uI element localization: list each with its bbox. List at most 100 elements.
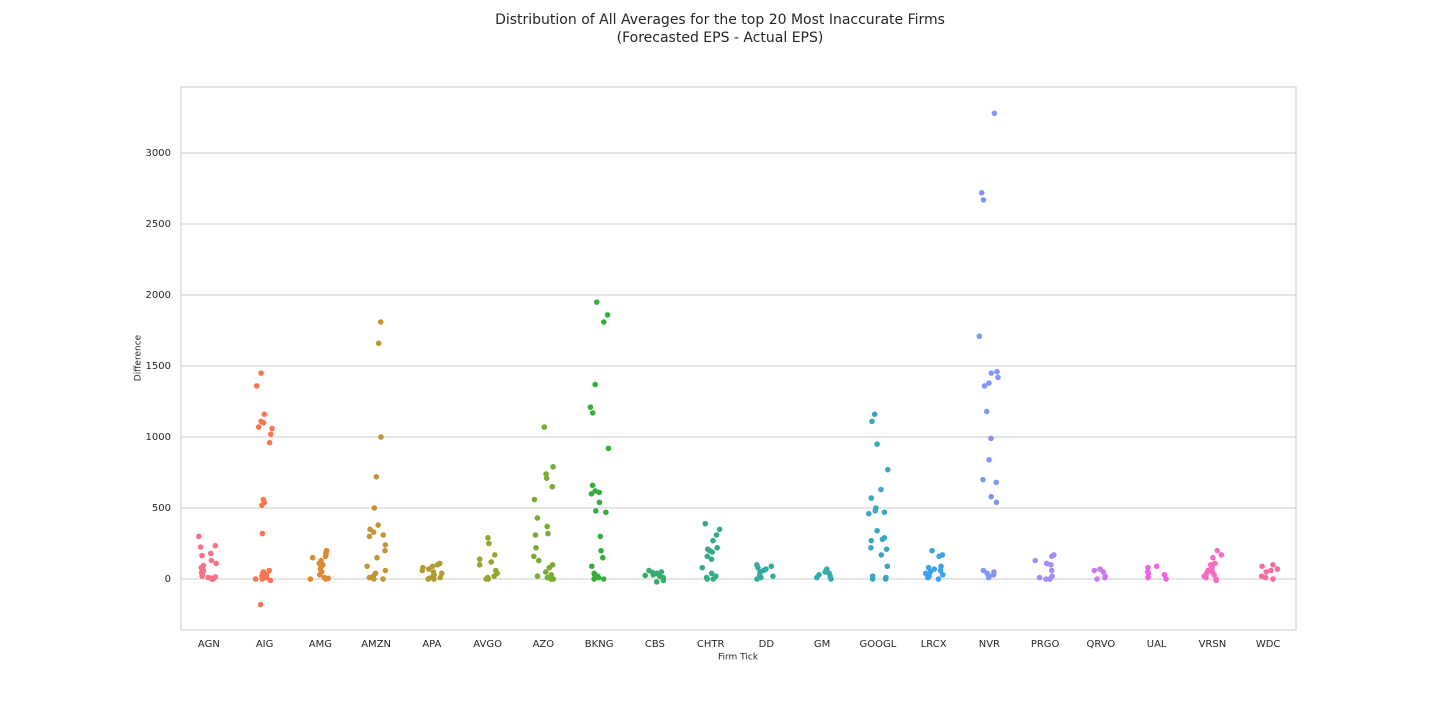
point	[375, 522, 381, 528]
point	[978, 189, 985, 196]
point	[660, 577, 667, 584]
point	[212, 574, 219, 580]
point	[872, 508, 879, 514]
point	[713, 532, 720, 538]
point	[938, 563, 944, 570]
point	[710, 537, 716, 544]
point	[1100, 569, 1107, 575]
point	[595, 574, 602, 581]
point	[649, 569, 656, 576]
point	[486, 540, 492, 547]
point	[588, 491, 595, 497]
point	[476, 562, 483, 568]
point	[1212, 560, 1218, 567]
point	[260, 420, 267, 426]
y-tick-label: 2500	[146, 219, 171, 230]
point	[699, 564, 706, 571]
point	[1043, 576, 1049, 582]
point	[488, 559, 495, 565]
point	[380, 576, 386, 582]
point	[709, 549, 716, 555]
point	[382, 547, 388, 554]
point	[266, 439, 273, 446]
point	[1270, 576, 1276, 582]
point	[548, 571, 555, 578]
point	[1153, 563, 1160, 570]
point	[550, 464, 556, 470]
point	[603, 509, 609, 516]
x-tick-label: AZO	[533, 639, 555, 650]
y-tick-label: 1000	[146, 432, 171, 443]
point	[879, 536, 886, 543]
point	[1145, 564, 1151, 571]
point	[541, 424, 548, 430]
point	[813, 574, 820, 581]
chart-subtitle: (Forecasted EPS - Actual EPS)	[617, 30, 824, 46]
x-axis-label: Firm Tick	[718, 653, 759, 663]
point	[939, 571, 946, 578]
point	[1102, 574, 1108, 581]
point	[868, 544, 874, 551]
x-tick-label: CBS	[645, 639, 665, 650]
point	[768, 563, 775, 570]
point	[257, 601, 264, 608]
point	[828, 576, 834, 582]
point	[531, 496, 538, 503]
point	[1048, 562, 1054, 568]
point	[197, 544, 204, 550]
point	[708, 556, 715, 562]
point	[196, 533, 202, 540]
point	[322, 553, 329, 560]
point	[1032, 557, 1039, 564]
point	[255, 424, 262, 430]
x-tick-label: CHTR	[697, 639, 725, 650]
point	[1210, 554, 1216, 561]
point	[589, 482, 596, 489]
point	[1270, 562, 1276, 568]
x-tick-label: PRGO	[1031, 639, 1060, 650]
point	[605, 445, 612, 452]
point	[366, 574, 373, 581]
point	[929, 547, 935, 554]
point	[370, 529, 377, 535]
point	[485, 535, 491, 541]
point	[882, 576, 889, 582]
point	[309, 554, 316, 561]
point	[874, 527, 880, 534]
point	[1048, 567, 1055, 574]
point	[545, 530, 551, 537]
point	[1094, 576, 1100, 582]
point	[653, 579, 660, 585]
point	[591, 576, 597, 582]
point	[710, 576, 716, 582]
point	[988, 493, 995, 500]
point	[259, 530, 266, 537]
point	[1091, 567, 1098, 574]
point	[868, 495, 875, 501]
point	[531, 553, 537, 560]
point	[1047, 576, 1053, 582]
point	[258, 370, 264, 376]
point	[884, 466, 891, 473]
point	[208, 557, 215, 564]
x-tick-label: VRSN	[1199, 639, 1227, 650]
point	[593, 299, 600, 305]
point	[770, 573, 776, 579]
point	[596, 489, 603, 496]
point	[382, 567, 389, 574]
point	[269, 425, 275, 432]
point	[534, 573, 541, 579]
point	[878, 552, 885, 558]
point	[491, 573, 498, 579]
point	[252, 576, 259, 582]
point	[437, 574, 444, 581]
point	[1218, 552, 1225, 558]
point	[881, 509, 888, 516]
point	[1214, 547, 1221, 554]
point	[642, 572, 649, 579]
point	[587, 404, 594, 411]
y-tick-label: 0	[165, 574, 171, 585]
point	[988, 370, 995, 376]
point	[1203, 574, 1209, 581]
